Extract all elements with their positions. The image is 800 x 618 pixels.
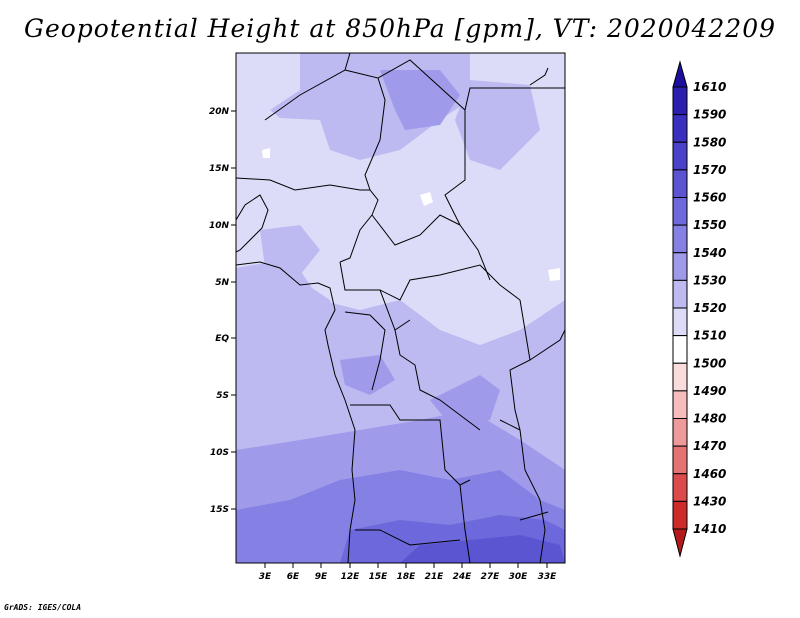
colorbar-cell xyxy=(672,335,688,364)
colorbar-label: 1580 xyxy=(693,135,726,149)
colorbar-cell xyxy=(672,86,688,116)
lon-label: 15E xyxy=(369,572,389,582)
map-frame xyxy=(235,52,566,564)
country-borders xyxy=(236,53,565,563)
map-title: Geopotential Height at 850hPa [gpm], VT:… xyxy=(23,14,777,43)
colorbar-cell xyxy=(672,169,688,198)
colorbar-cell xyxy=(672,390,688,419)
colorbar-cell xyxy=(672,197,688,226)
lon-label: 3E xyxy=(259,572,272,582)
colorbar-cell xyxy=(672,224,688,254)
lat-label: 15S xyxy=(210,505,229,515)
lat-label: 10S xyxy=(210,448,229,458)
colorbar-cell xyxy=(672,307,688,337)
colorbar-label: 1550 xyxy=(693,218,726,232)
colorbar-cell xyxy=(672,445,688,475)
lat-label: 20N xyxy=(209,107,230,117)
colorbar-label: 1500 xyxy=(693,356,726,370)
lon-label: 21E xyxy=(425,572,445,582)
colorbar-cell xyxy=(672,500,688,530)
latitude-axis: 20N 15N 10N 5N EQ 5S 10S 15S xyxy=(209,107,236,515)
colorbar-label: 1480 xyxy=(693,412,726,426)
colorbar: 1610 1590 1580 1570 1560 1550 1540 1530 1520 1510… xyxy=(672,60,726,558)
colorbar-label: 1520 xyxy=(693,301,726,315)
colorbar-top-arrow xyxy=(672,60,688,88)
height-field xyxy=(236,53,565,563)
colorbar-cell xyxy=(672,279,688,309)
lat-label: 5N xyxy=(215,278,229,288)
lat-label: 5S xyxy=(216,391,229,401)
lon-label: 24E xyxy=(453,572,473,582)
colorbar-cell xyxy=(672,252,688,281)
colorbar-label: 1570 xyxy=(693,163,726,177)
colorbar-label: 1490 xyxy=(693,384,726,398)
grads-credit: GrADS: IGES/COLA xyxy=(4,603,82,612)
colorbar-cell xyxy=(672,141,688,171)
lon-label: 27E xyxy=(481,572,501,582)
colorbar-label: 1460 xyxy=(693,467,726,481)
lat-label: 15N xyxy=(209,164,230,174)
colorbar-label: 1510 xyxy=(693,329,726,343)
longitude-axis: 3E 6E 9E 12E 15E 18E 21E 24E 27E 30E 33E xyxy=(259,563,557,582)
colorbar-label: 1610 xyxy=(693,80,726,94)
colorbar-cell xyxy=(672,362,688,392)
lon-label: 33E xyxy=(538,572,558,582)
lat-label: EQ xyxy=(215,334,229,344)
colorbar-label: 1560 xyxy=(693,191,726,205)
lon-label: 9E xyxy=(315,572,328,582)
colorbar-label: 1530 xyxy=(693,273,726,287)
colorbar-label: 1470 xyxy=(693,439,726,453)
colorbar-bottom-arrow xyxy=(672,528,688,558)
colorbar-cell xyxy=(672,473,688,502)
lon-label: 6E xyxy=(287,572,300,582)
colorbar-label: 1410 xyxy=(693,522,726,536)
lon-label: 12E xyxy=(341,572,361,582)
lon-label: 18E xyxy=(397,572,417,582)
colorbar-label: 1540 xyxy=(693,246,726,260)
colorbar-cell xyxy=(672,418,688,447)
lat-label: 10N xyxy=(209,221,230,231)
lon-label: 30E xyxy=(509,572,529,582)
colorbar-label: 1430 xyxy=(693,494,726,508)
colorbar-cell xyxy=(672,114,688,143)
colorbar-label: 1590 xyxy=(693,108,726,122)
